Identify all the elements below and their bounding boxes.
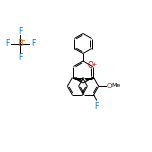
Text: −: − — [20, 38, 25, 44]
Text: O: O — [88, 62, 94, 71]
Text: F: F — [5, 40, 9, 48]
Text: F: F — [18, 26, 22, 36]
Text: Me: Me — [111, 83, 120, 88]
Text: F: F — [18, 52, 22, 62]
Text: +: + — [92, 62, 97, 67]
Text: F: F — [31, 40, 35, 48]
Text: O: O — [107, 83, 112, 89]
Text: F: F — [94, 102, 99, 111]
Text: B: B — [17, 40, 23, 48]
